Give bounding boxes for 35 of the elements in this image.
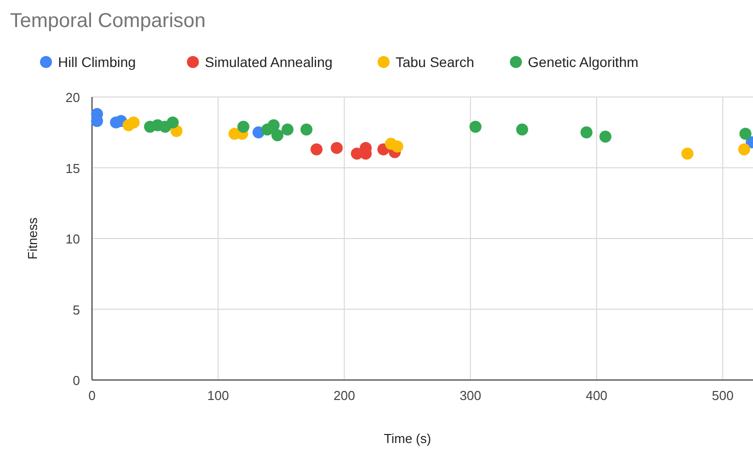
y-axis-title: Fitness <box>25 217 40 260</box>
x-tick-label: 100 <box>207 388 229 403</box>
y-tick-label: 10 <box>66 232 80 246</box>
point <box>599 130 612 143</box>
point <box>282 124 294 136</box>
point <box>310 143 323 156</box>
y-tick-label: 5 <box>72 302 80 318</box>
point <box>738 143 750 156</box>
point <box>681 148 694 160</box>
point <box>237 120 250 133</box>
point <box>391 140 404 153</box>
point <box>300 124 312 136</box>
point <box>271 129 284 142</box>
chart-title: Temporal Comparison <box>10 10 206 32</box>
x-tick-label: 200 <box>333 388 356 403</box>
point <box>330 142 343 154</box>
y-tick-label: 15 <box>66 160 80 176</box>
legend-label: Simulated Annealing <box>204 54 333 70</box>
y-tick-label: 20 <box>66 90 80 105</box>
x-tick-label: 0 <box>88 388 96 403</box>
point <box>268 119 280 132</box>
x-axis-title: Time (s) <box>384 431 432 446</box>
point <box>128 116 140 128</box>
legend-label: Tabu Search <box>396 54 474 70</box>
point <box>469 120 482 133</box>
x-tick-label: 500 <box>712 388 734 403</box>
x-tick-label: 300 <box>460 388 482 403</box>
x-tick-label: 400 <box>586 388 608 403</box>
point <box>739 128 752 140</box>
legend-label: Genetic Algorithm <box>528 54 638 70</box>
point <box>580 126 592 138</box>
y-tick-label: 0 <box>72 373 80 388</box>
point <box>166 116 179 128</box>
legend-label: Hill Climbing <box>58 54 136 70</box>
point <box>516 124 528 136</box>
